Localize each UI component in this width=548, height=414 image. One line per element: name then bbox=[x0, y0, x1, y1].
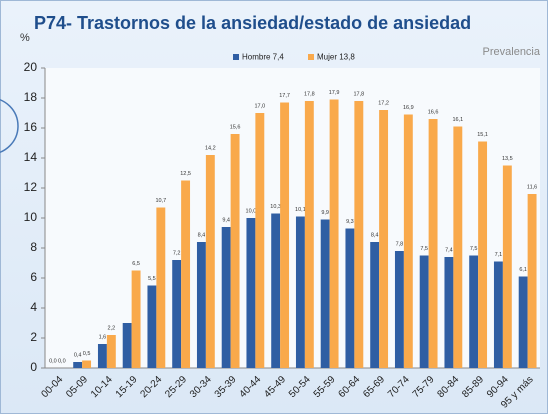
data-label: 7,5 bbox=[420, 246, 428, 252]
data-label: 7,2 bbox=[173, 250, 181, 256]
bar bbox=[370, 242, 380, 368]
legend-label: Hombre 7,4 bbox=[242, 53, 284, 62]
y-tick-label: 10 bbox=[24, 210, 38, 224]
bar bbox=[453, 126, 463, 368]
bar bbox=[97, 344, 107, 368]
bar bbox=[502, 165, 512, 368]
data-label: 15,1 bbox=[477, 132, 488, 138]
bar bbox=[329, 99, 339, 368]
data-label: 16,1 bbox=[452, 117, 463, 123]
data-label: 9,9 bbox=[321, 210, 329, 216]
bar bbox=[444, 257, 454, 368]
data-label: 10,7 bbox=[155, 198, 166, 204]
plot-area bbox=[45, 68, 540, 368]
bar bbox=[156, 207, 166, 368]
y-tick-label: 2 bbox=[30, 330, 37, 344]
data-label: 9,3 bbox=[346, 219, 354, 225]
legend-label: Mujer 13,8 bbox=[317, 53, 355, 62]
bar bbox=[246, 218, 256, 368]
bar bbox=[403, 114, 413, 368]
data-label: 1,6 bbox=[99, 334, 107, 340]
data-label: 5,5 bbox=[148, 276, 156, 282]
bar bbox=[221, 227, 231, 368]
data-label: 17,8 bbox=[353, 91, 364, 97]
y-tick-label: 20 bbox=[24, 60, 38, 74]
bar bbox=[280, 102, 290, 368]
data-label: 7,8 bbox=[396, 241, 404, 247]
legend-swatch bbox=[308, 54, 314, 60]
data-label: 0,0 bbox=[49, 358, 57, 364]
data-label: 17,2 bbox=[378, 100, 389, 106]
y-tick-label: 16 bbox=[24, 120, 38, 134]
legend-swatch bbox=[233, 54, 239, 60]
y-tick-label: 0 bbox=[30, 360, 37, 374]
bar bbox=[196, 242, 206, 368]
bar bbox=[304, 101, 314, 368]
bar bbox=[478, 141, 488, 368]
data-label: 17,7 bbox=[279, 93, 290, 99]
bar bbox=[205, 155, 215, 368]
bar bbox=[493, 261, 503, 368]
y-tick-label: 4 bbox=[30, 300, 37, 314]
bar bbox=[320, 219, 330, 368]
data-label: 0,0 bbox=[58, 358, 66, 364]
bar bbox=[394, 251, 404, 368]
chart-title: P74- Trastornos de la ansiedad/estado de… bbox=[34, 13, 471, 33]
bar bbox=[181, 180, 191, 368]
data-label: 7,1 bbox=[495, 252, 503, 258]
data-label: 10,3 bbox=[270, 204, 281, 210]
data-label: 8,4 bbox=[198, 232, 206, 238]
data-label: 2,2 bbox=[108, 325, 116, 331]
y-tick-label: 12 bbox=[24, 180, 38, 194]
bar bbox=[469, 255, 479, 368]
bar bbox=[518, 276, 528, 368]
data-label: 8,4 bbox=[371, 232, 379, 238]
bar bbox=[73, 362, 83, 368]
bar bbox=[354, 101, 364, 368]
bar bbox=[428, 119, 438, 368]
bar bbox=[527, 194, 537, 368]
bar bbox=[419, 255, 429, 368]
bar bbox=[106, 335, 116, 368]
bar bbox=[230, 134, 240, 368]
data-label: 7,4 bbox=[445, 247, 453, 253]
bar bbox=[147, 285, 157, 368]
subtitle: Prevalencia bbox=[483, 46, 541, 58]
y-tick-label: 8 bbox=[30, 240, 37, 254]
data-label: 13,5 bbox=[502, 156, 513, 162]
data-label: 9,4 bbox=[222, 217, 230, 223]
y-tick-label: 18 bbox=[24, 90, 38, 104]
bar bbox=[122, 323, 132, 368]
data-label: 17,8 bbox=[304, 91, 315, 97]
data-label: 6,1 bbox=[519, 267, 527, 273]
bar bbox=[255, 113, 265, 368]
data-label: 6,5 bbox=[132, 261, 140, 267]
bar bbox=[295, 216, 305, 368]
data-label: 16,9 bbox=[403, 105, 414, 111]
y-tick-label: 14 bbox=[24, 150, 38, 164]
bar bbox=[379, 110, 389, 368]
data-label: 17,0 bbox=[254, 103, 265, 109]
data-label: 10,1 bbox=[295, 207, 306, 213]
bar bbox=[345, 228, 355, 368]
data-label: 14,2 bbox=[205, 145, 216, 151]
data-label: 0,4 bbox=[74, 352, 82, 358]
bar bbox=[82, 360, 92, 368]
data-label: 10,0 bbox=[246, 208, 257, 214]
bar bbox=[131, 270, 141, 368]
data-label: 11,6 bbox=[527, 184, 537, 190]
data-label: 0,5 bbox=[83, 351, 91, 357]
data-label: 7,5 bbox=[470, 246, 478, 252]
data-label: 17,9 bbox=[329, 90, 340, 96]
y-axis-label: % bbox=[20, 32, 30, 44]
data-label: 15,6 bbox=[230, 124, 241, 130]
data-label: 12,5 bbox=[180, 171, 191, 177]
y-tick-label: 6 bbox=[30, 270, 37, 284]
decoration bbox=[0, 99, 19, 153]
bar bbox=[172, 260, 182, 368]
data-label: 16,6 bbox=[428, 109, 439, 115]
bar bbox=[271, 213, 281, 368]
